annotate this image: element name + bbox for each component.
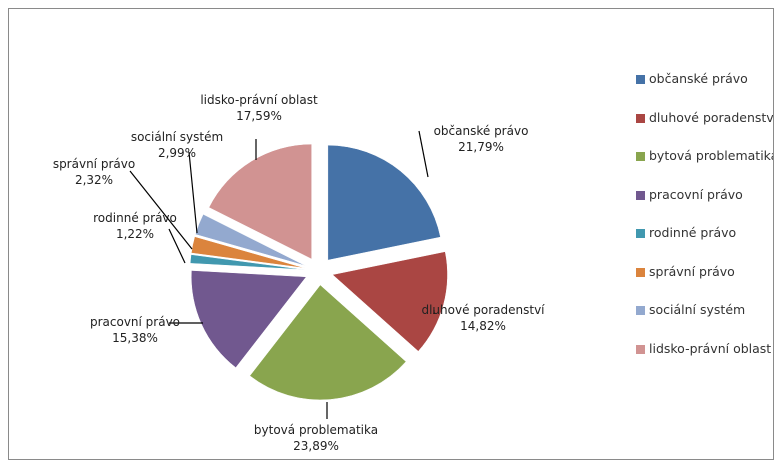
- legend-label: správní právo: [649, 263, 735, 279]
- data-label-category: bytová problematika: [254, 423, 378, 437]
- data-label-value: 21,79%: [458, 140, 504, 154]
- data-label-socialni-system: sociální systém 2,99%: [131, 130, 223, 160]
- pie-slice-socialni-system: [195, 213, 307, 267]
- legend-item-obcanske-pravo: občanské právo: [636, 71, 773, 111]
- data-label-category: rodinné právo: [93, 211, 177, 225]
- legend-item-rodinne-pravo: rodinné právo: [636, 225, 773, 265]
- pie-slice-spravni-pravo: [191, 236, 306, 269]
- pie-slice-rodinne-pravo: [189, 254, 306, 270]
- pie-slice-dluhove-poradenstvi: [331, 251, 448, 352]
- data-label-value: 15,38%: [112, 331, 158, 345]
- data-label-category: správní právo: [53, 157, 135, 171]
- legend-item-spravni-pravo: správní právo: [636, 263, 773, 304]
- legend-label: pracovní právo: [649, 186, 743, 202]
- legend-label: občanské právo: [649, 71, 748, 86]
- legend-label: bytová problematika: [649, 148, 774, 163]
- legend-label: sociální systém: [649, 302, 746, 317]
- legend-item-bytova-problematika: bytová problematika: [636, 148, 774, 188]
- legend-swatch: [636, 190, 645, 200]
- data-label-dluhove-poradenstvi: dluhové poradenství 14,82%: [421, 303, 545, 333]
- legend-swatch: [636, 267, 645, 277]
- data-label-spravni-pravo: správní právo 2,32%: [53, 157, 135, 187]
- data-label-category: občanské právo: [434, 124, 529, 138]
- legend-label: lidsko-právní oblast: [649, 340, 772, 356]
- legend-item-socialni-system: sociální systém: [636, 302, 773, 342]
- data-label-category: dluhové poradenství: [421, 303, 545, 317]
- data-label-value: 14,82%: [460, 319, 506, 333]
- data-label-obcanske-pravo: občanské právo 21,79%: [434, 124, 529, 154]
- data-label-value: 17,59%: [236, 109, 282, 123]
- legend-item-pracovni-pravo: pracovní právo: [636, 186, 773, 227]
- legend-label: rodinné právo: [649, 225, 737, 240]
- data-label-pracovni-pravo: pracovní právo 15,38%: [90, 315, 180, 345]
- data-label-lidsko-pravni-oblast: lidsko-právní oblast 17,59%: [200, 93, 318, 123]
- legend-swatch: [636, 75, 645, 84]
- data-label-value: 1,22%: [116, 227, 154, 241]
- pie-slice-obcanske-pravo: [327, 144, 441, 261]
- legend-swatch: [636, 152, 645, 161]
- legend-label: dluhové poradenství: [649, 109, 774, 125]
- data-label-category: pracovní právo: [90, 315, 180, 329]
- legend-swatch: [636, 344, 645, 354]
- data-label-rodinne-pravo: rodinné právo 1,22%: [93, 211, 177, 241]
- chart-frame: občanské právo 21,79% dluhové poradenství 1…: [8, 8, 774, 460]
- data-label-value: 2,32%: [75, 173, 113, 187]
- leader-line-spravni-pravo: [129, 170, 193, 250]
- chart-legend: občanské právo dluhové poradenství bytová …: [636, 71, 774, 381]
- leader-line-socialni-system: [188, 151, 198, 234]
- data-label-value: 2,99%: [158, 146, 196, 160]
- legend-item-lidsko-pravni-oblast: lidsko-právní oblast: [636, 340, 773, 381]
- legend-swatch: [636, 306, 645, 315]
- data-label-category: lidsko-právní oblast: [200, 93, 318, 107]
- legend-swatch: [636, 113, 645, 123]
- pie-slice-pracovni-pravo: [191, 270, 307, 369]
- pie-chart: občanské právo 21,79% dluhové poradenství 1…: [53, 93, 545, 453]
- data-label-value: 23,89%: [293, 439, 339, 453]
- leader-line-obcanske-pravo: [418, 130, 429, 178]
- data-label-bytova-problematika: bytová problematika 23,89%: [254, 423, 378, 453]
- pie-slice-lidsko-pravni-oblast: [208, 143, 312, 260]
- data-label-category: sociální systém: [131, 130, 223, 144]
- pie-slice-bytova-problematika: [249, 284, 407, 401]
- legend-item-dluhove-poradenstvi: dluhové poradenství: [636, 109, 774, 150]
- leader-line-rodinne-pravo: [168, 228, 186, 264]
- legend-swatch: [636, 229, 645, 238]
